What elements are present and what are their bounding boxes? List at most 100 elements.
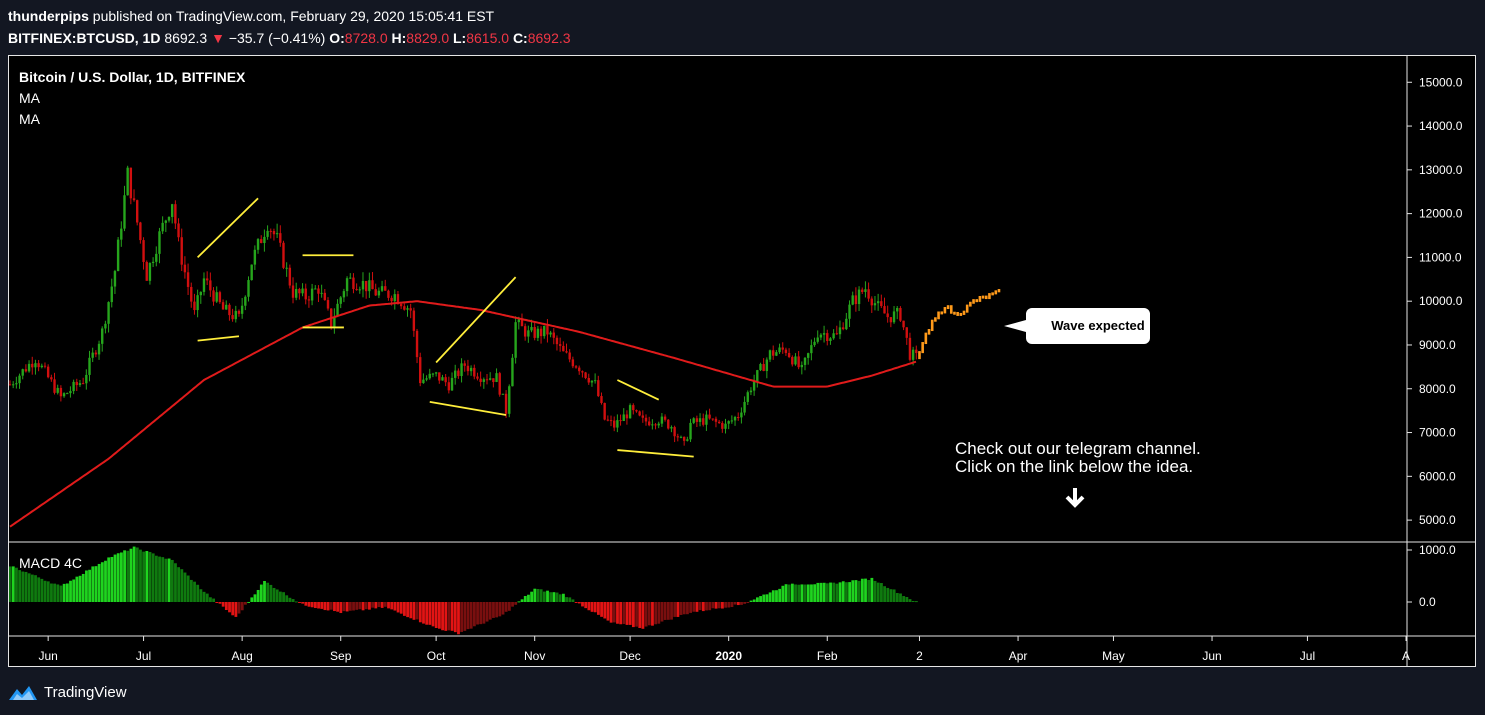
- macd-bar: [120, 552, 123, 602]
- candle-body: [301, 288, 304, 294]
- candle-body: [240, 305, 244, 314]
- macd-bar: [469, 602, 473, 629]
- macd-bar: [673, 602, 677, 617]
- candle-body: [107, 302, 110, 324]
- candle-body: [861, 289, 864, 292]
- candle-body: [56, 387, 59, 393]
- candle-body: [803, 357, 807, 365]
- candle-body: [873, 303, 877, 306]
- legend-ma-2[interactable]: MA: [19, 111, 41, 127]
- candle-body: [908, 337, 912, 360]
- macd-bar: [756, 597, 759, 602]
- candle-body: [476, 376, 479, 379]
- macd-bar: [418, 602, 422, 623]
- low-label: L:: [453, 30, 467, 46]
- candle-body: [202, 278, 206, 292]
- tradingview-logo[interactable]: TradingView: [8, 683, 127, 701]
- macd-bar: [317, 602, 320, 609]
- open-value: 8728.0: [344, 30, 388, 46]
- candle-body: [174, 204, 177, 224]
- projection-bar: [921, 342, 924, 354]
- candle-body: [772, 350, 775, 356]
- macd-bar: [520, 599, 524, 602]
- candle-body: [473, 367, 476, 377]
- candle-body: [682, 436, 686, 441]
- candle-body: [568, 352, 571, 360]
- macd-bar: [307, 602, 311, 607]
- macd-bar: [616, 602, 619, 624]
- macd-bar: [581, 602, 584, 607]
- macd-bar: [705, 602, 708, 611]
- candle-body: [269, 230, 272, 232]
- macd-bar: [186, 575, 190, 602]
- candle-body: [104, 323, 107, 329]
- candle-body: [298, 289, 301, 294]
- macd-bar: [612, 602, 616, 623]
- callout-bubble: [1004, 308, 1150, 344]
- macd-bar: [749, 600, 753, 602]
- macd-bar: [113, 554, 117, 602]
- macd-bar: [876, 582, 880, 602]
- projection-bar: [997, 289, 1001, 293]
- time-axis[interactable]: Jun Jul Aug Sep Oct Nov Dec 2020 Feb 2 Apr May Jun Ju…: [38, 636, 1410, 663]
- macd-bar: [905, 596, 909, 602]
- macd-bar: [266, 582, 270, 602]
- candle-body: [266, 230, 269, 237]
- macd-bar: [860, 578, 864, 602]
- candle-body: [212, 290, 215, 302]
- candle-body: [43, 365, 47, 367]
- macd-bar: [762, 594, 766, 602]
- candle-body: [482, 379, 486, 382]
- time-tick-label: Nov: [524, 649, 545, 663]
- candle-body: [892, 311, 896, 323]
- macd-bar: [231, 602, 235, 616]
- candle-body: [765, 359, 769, 372]
- legend-ma-1[interactable]: MA: [19, 90, 41, 106]
- last-price: 8692.3: [164, 30, 208, 46]
- macd-bar: [294, 601, 298, 603]
- candle-body: [454, 370, 457, 378]
- macd-bar: [326, 602, 330, 611]
- author[interactable]: thunderpips: [8, 8, 89, 24]
- macd-bar: [221, 602, 225, 607]
- time-tick-label: Dec: [619, 649, 640, 663]
- macd-bar: [460, 602, 464, 632]
- candle-body: [336, 303, 339, 317]
- macd-bar: [355, 602, 359, 610]
- macd-bar: [116, 553, 120, 602]
- macd-bar: [151, 553, 155, 602]
- macd-bar: [803, 584, 807, 602]
- macd-bar: [692, 602, 696, 612]
- candle-body: [24, 369, 28, 372]
- macd-bar: [53, 583, 57, 602]
- chart-frame[interactable]: 15000.0 14000.0 13000.0 12000.0 11000.0 10000…: [8, 55, 1476, 667]
- candle-body: [221, 302, 225, 310]
- candle-body: [730, 420, 734, 422]
- macd-bar: [536, 589, 540, 602]
- candle-body: [628, 405, 632, 419]
- macd-bar: [819, 582, 823, 602]
- candle-body: [46, 366, 50, 378]
- chart-svg[interactable]: 15000.0 14000.0 13000.0 12000.0 11000.0 10000…: [9, 56, 1475, 666]
- macd-bar: [597, 602, 600, 615]
- macd-bar: [530, 591, 534, 602]
- macd-bar: [212, 598, 216, 602]
- candle-body: [724, 423, 727, 429]
- macd-bar: [431, 602, 435, 627]
- macd-bar: [180, 569, 184, 602]
- price-axis[interactable]: 15000.0 14000.0 13000.0 12000.0 11000.0 10000…: [1407, 75, 1463, 527]
- macd-bar: [123, 550, 126, 602]
- macd-bar: [867, 580, 871, 602]
- candle-body: [21, 369, 24, 376]
- macd-bar: [555, 592, 559, 602]
- macd-bar: [167, 558, 171, 602]
- macd-bar: [409, 602, 413, 619]
- candle-body: [53, 379, 56, 393]
- legend-macd[interactable]: MACD 4C: [19, 555, 82, 571]
- macd-bar: [441, 602, 444, 631]
- candle-body: [75, 381, 78, 386]
- candle-body: [523, 326, 527, 337]
- candle-body: [438, 372, 441, 381]
- macd-bar: [218, 602, 222, 604]
- macd-bar: [46, 581, 50, 602]
